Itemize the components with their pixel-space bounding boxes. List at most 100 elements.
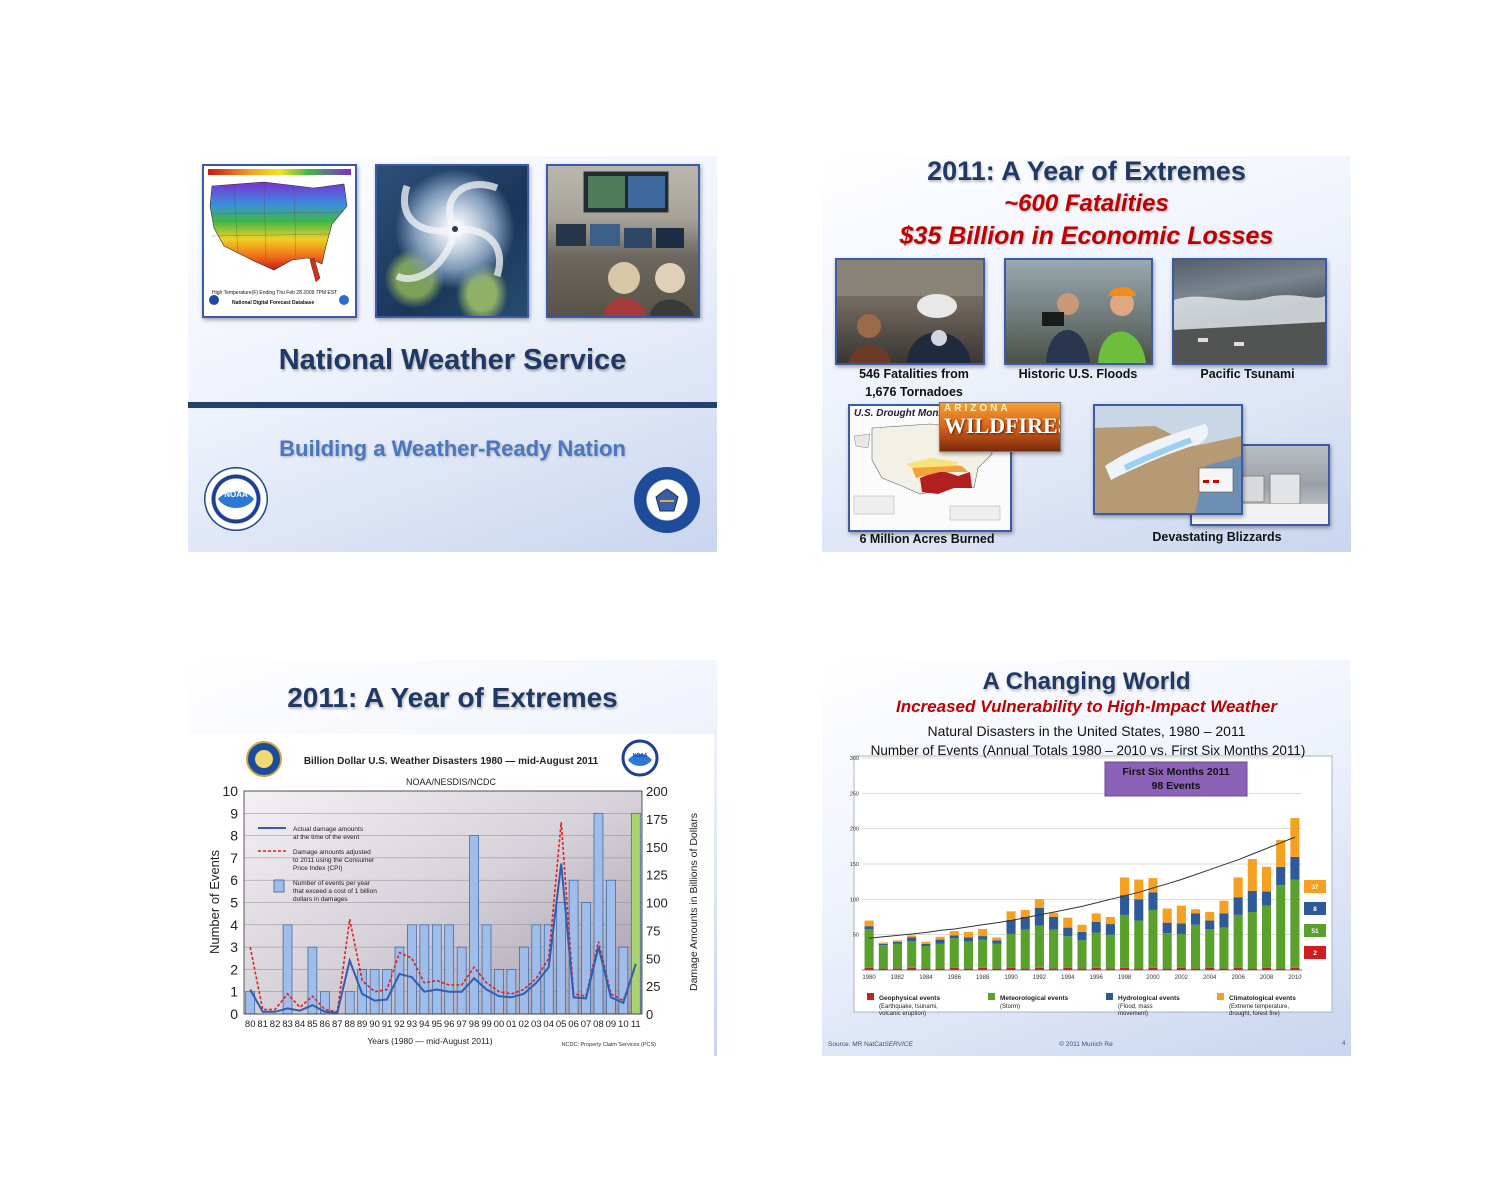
- bar-1988-meteorological: [978, 939, 988, 968]
- bar-2004-climatological: [1205, 912, 1215, 921]
- legend-events-line2: that exceed a cost of 1 billion: [293, 888, 377, 895]
- first-half-2011-value: 2: [1313, 950, 1317, 957]
- x-tick-label: 04: [543, 1019, 554, 1030]
- bar-88: [344, 991, 355, 1015]
- x-axis-label: Years (1980 — mid-August 2011): [367, 1036, 492, 1046]
- x-tick-label: 93: [407, 1019, 418, 1030]
- x-tick-label: 98: [469, 1019, 480, 1030]
- bar-1991-geophysical: [1020, 968, 1030, 970]
- bar-2007-geophysical: [1247, 968, 1257, 970]
- bar-1996-geophysical: [1091, 967, 1101, 970]
- y2-tick-label: 50: [646, 951, 660, 966]
- y2-tick-label: 25: [646, 979, 660, 994]
- legend-meteorological: Meteorological events: [1000, 995, 1069, 1002]
- x-tick-label: 2006: [1231, 975, 1245, 981]
- bar-1993-geophysical: [1049, 968, 1059, 970]
- bar-2010-hydrological: [1290, 856, 1300, 880]
- bar-1992-meteorological: [1034, 925, 1044, 968]
- bar-2006-hydrological: [1233, 897, 1243, 915]
- x-tick-label: 99: [481, 1019, 492, 1030]
- blizzard-snow-map-image: [1093, 404, 1243, 515]
- slide1-title: National Weather Service: [278, 344, 627, 376]
- bar-08: [593, 812, 604, 1015]
- x-tick-label: 83: [282, 1019, 293, 1030]
- legend-hydrological-desc1: (Flood, mass: [1118, 1004, 1153, 1010]
- legend-cpi-line2: to 2011 using the Consumer: [293, 857, 375, 864]
- noaa-logo-text: NOAA: [224, 490, 248, 499]
- bar-1992-climatological: [1034, 899, 1044, 908]
- x-tick-label: 06: [568, 1019, 579, 1030]
- bar-1998-hydrological: [1120, 895, 1130, 915]
- bar-2000-hydrological: [1148, 892, 1158, 910]
- y2-tick-label: 125: [646, 868, 668, 883]
- bar-1988-geophysical: [978, 967, 988, 970]
- bar-1997-geophysical: [1105, 968, 1115, 970]
- bar-11: [630, 812, 641, 1015]
- bar-1996-climatological: [1091, 913, 1101, 922]
- bar-1989-meteorological: [992, 943, 1002, 969]
- bar-1990-climatological: [1006, 911, 1016, 920]
- x-tick-label: 03: [531, 1019, 542, 1030]
- bar-2008-climatological: [1261, 866, 1272, 892]
- wildfires-banner-title: WILDFIRES: [944, 413, 1061, 438]
- bar-85: [307, 946, 318, 1015]
- bar-1988-hydrological: [978, 936, 988, 940]
- slide2-title: 2011: A Year of Extremes: [927, 156, 1246, 186]
- x-tick-label: 07: [581, 1019, 592, 1030]
- slide-year-of-extremes-photos: 2011: A Year of Extremes ~600 Fatalities…: [822, 156, 1351, 552]
- bar-2002-hydrological: [1176, 923, 1186, 934]
- bar-1999-hydrological: [1134, 899, 1144, 921]
- noaa-logo-icon: NOAA: [204, 467, 268, 531]
- first-half-2011-value: 8: [1313, 906, 1317, 913]
- legend-climatological-desc2: drought, forest fire): [1229, 1011, 1280, 1017]
- x-tick-label: 1982: [891, 975, 905, 981]
- bar-1988-climatological: [978, 929, 988, 937]
- x-tick-label: 2000: [1146, 975, 1160, 981]
- bar-2004-meteorological: [1205, 929, 1215, 968]
- y-tick-label: 8: [230, 828, 238, 844]
- arizona-wildfires-banner-image: ARIZONA WILDFIRES: [939, 402, 1061, 452]
- bar-1995-geophysical: [1077, 968, 1087, 970]
- bar-1999-climatological: [1134, 879, 1144, 900]
- bar-2000-climatological: [1148, 878, 1158, 893]
- bar-1980-hydrological: [864, 926, 874, 930]
- slide1-subtitle: Building a Weather-Ready Nation: [279, 436, 626, 461]
- footer-source: Source: MR NatCatSERVICE: [828, 1041, 913, 1048]
- bar-2005-hydrological: [1219, 913, 1229, 928]
- x-tick-label: 2010: [1288, 975, 1302, 981]
- y-tick-label: 200: [850, 827, 859, 833]
- legend-geophysical-desc1: (Earthquake, tsunami,: [879, 1004, 938, 1010]
- bar-2010-meteorological: [1290, 879, 1300, 968]
- bar-1997-hydrological: [1105, 924, 1115, 935]
- bar-1996-meteorological: [1091, 932, 1101, 968]
- bar-1987-hydrological: [963, 937, 973, 942]
- bar-2003-climatological: [1191, 909, 1201, 914]
- natural-disasters-chart: Number of Events (Annual Totals 1980 – 2…: [828, 743, 1346, 1048]
- bar-1995-meteorological: [1077, 940, 1087, 969]
- chart-source: NCDC; Property Claim Services (PCS): [562, 1042, 657, 1048]
- bar-2003-hydrological: [1191, 913, 1201, 925]
- bar-1986-geophysical: [949, 967, 959, 970]
- trend-line: [869, 836, 1296, 939]
- bar-2010-geophysical: [1290, 967, 1300, 970]
- bar-2009-meteorological: [1276, 885, 1286, 969]
- bar-2002-geophysical: [1176, 967, 1186, 970]
- bar-2004-geophysical: [1205, 967, 1215, 970]
- caption-tsunami: Pacific Tsunami: [1200, 367, 1295, 381]
- bar-1991-meteorological: [1020, 929, 1030, 969]
- bar-1983-geophysical: [907, 967, 917, 970]
- y-tick-label: 4: [230, 917, 238, 933]
- slide4-subtitle: Increased Vulnerability to High-Impact W…: [895, 697, 1278, 716]
- first-half-2011-box: [1304, 880, 1326, 893]
- bar-1998-geophysical: [1120, 967, 1130, 970]
- y2-tick-label: 150: [646, 840, 668, 855]
- bar-2006-meteorological: [1233, 914, 1243, 968]
- y-tick-label: 7: [230, 850, 238, 866]
- legend-cpi-line3: Price Index (CPI): [293, 865, 343, 872]
- bar-1983-meteorological: [907, 941, 917, 968]
- x-tick-label: 1994: [1061, 975, 1075, 981]
- bar-1993-hydrological: [1049, 917, 1059, 930]
- legend-geophysical-desc2: volcanic eruption): [879, 1011, 926, 1017]
- y-tick-label: 9: [230, 805, 238, 821]
- legend-climatological: Climatological events: [1229, 995, 1296, 1002]
